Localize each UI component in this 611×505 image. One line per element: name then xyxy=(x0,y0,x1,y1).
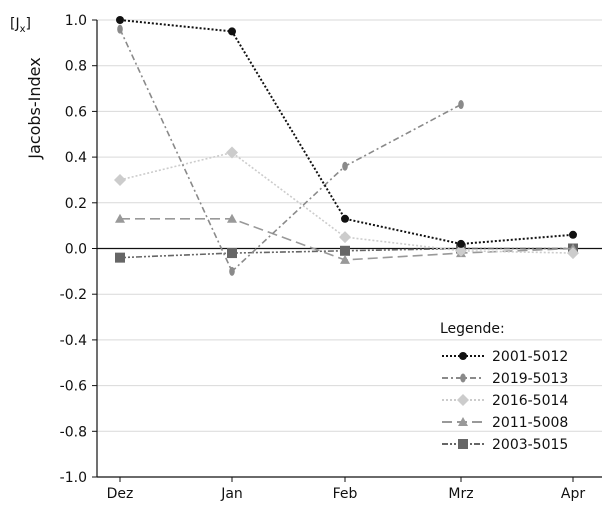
legend-entry: 2016-5014 xyxy=(442,393,568,409)
legend-swatch-marker xyxy=(460,373,466,383)
legend-entry: 2019-5013 xyxy=(442,371,568,387)
legend-swatch-marker xyxy=(459,352,467,360)
data-point xyxy=(339,231,351,244)
x-tick-label: Feb xyxy=(333,486,358,502)
data-point xyxy=(115,252,125,263)
data-point xyxy=(341,214,349,223)
data-point xyxy=(455,244,467,257)
y-tick-label: 0.6 xyxy=(65,104,87,120)
data-point xyxy=(228,27,236,36)
legend-entry: 2003-5015 xyxy=(442,437,568,453)
data-point xyxy=(229,266,235,276)
unit-base: J xyxy=(14,16,19,32)
x-tick-label: Jan xyxy=(220,486,243,502)
x-ticks: Dez Jan Feb Mrz Apr xyxy=(107,477,585,502)
legend-label: 2003-5015 xyxy=(492,437,568,453)
y-tick-label: -0.6 xyxy=(60,379,87,395)
y-tick-label: -0.4 xyxy=(60,333,87,349)
y-axis-unit: [Jx] xyxy=(10,16,31,35)
x-tick-label: Mrz xyxy=(448,486,473,502)
unit-subscript: x xyxy=(20,24,26,35)
y-tick-label: 0.0 xyxy=(65,242,87,258)
data-point xyxy=(340,254,350,264)
x-tick-label: Apr xyxy=(561,486,585,502)
legend-title: Legende: xyxy=(440,321,505,337)
legend-label: 2019-5013 xyxy=(492,371,568,387)
legend-label: 2011-5008 xyxy=(492,415,568,431)
legend-entry: 2011-5008 xyxy=(442,415,568,431)
legend-label: 2016-5014 xyxy=(492,393,568,409)
data-point xyxy=(567,247,579,260)
legend: Legende: 2001-5012 2019-5013 2016-5014 2011… xyxy=(440,321,568,453)
legend-swatch-marker xyxy=(458,439,468,449)
y-tick-label: 0.2 xyxy=(65,196,87,212)
data-point xyxy=(342,161,348,171)
legend-swatch-marker xyxy=(457,394,469,406)
y-tick-label: -0.8 xyxy=(60,424,87,440)
legend-label: 2001-5012 xyxy=(492,349,568,365)
data-point xyxy=(116,16,124,24)
data-point xyxy=(114,173,126,186)
series-group xyxy=(114,16,579,276)
data-point xyxy=(457,239,465,248)
series-line xyxy=(119,19,574,245)
data-point xyxy=(226,146,238,159)
data-point xyxy=(227,213,237,223)
y-tick-label: 0.4 xyxy=(65,150,87,166)
data-point xyxy=(227,248,237,259)
data-point xyxy=(117,24,123,34)
y-axis-label: Jacobs-Index xyxy=(25,57,44,159)
y-tick-label: -1.0 xyxy=(60,470,87,486)
y-tick-label: -0.2 xyxy=(60,287,87,303)
series-2001-5012 xyxy=(116,16,577,248)
series-2019-5013 xyxy=(117,24,464,276)
series-line xyxy=(119,28,462,273)
series-2016-5014 xyxy=(114,146,579,260)
y-ticks: 1.0 0.8 0.6 0.4 0.2 0.0 -0.2 -0.4 -0.6 -0.8 -1.0 xyxy=(60,13,97,486)
y-tick-label: 1.0 xyxy=(65,13,87,29)
data-point xyxy=(569,230,577,239)
data-point xyxy=(115,213,125,223)
legend-entry: 2001-5012 xyxy=(442,349,568,365)
data-point xyxy=(458,100,464,110)
y-tick-label: 0.8 xyxy=(65,59,87,75)
legend-swatch-marker xyxy=(458,417,468,426)
x-tick-label: Dez xyxy=(107,486,134,502)
data-point xyxy=(340,245,350,256)
